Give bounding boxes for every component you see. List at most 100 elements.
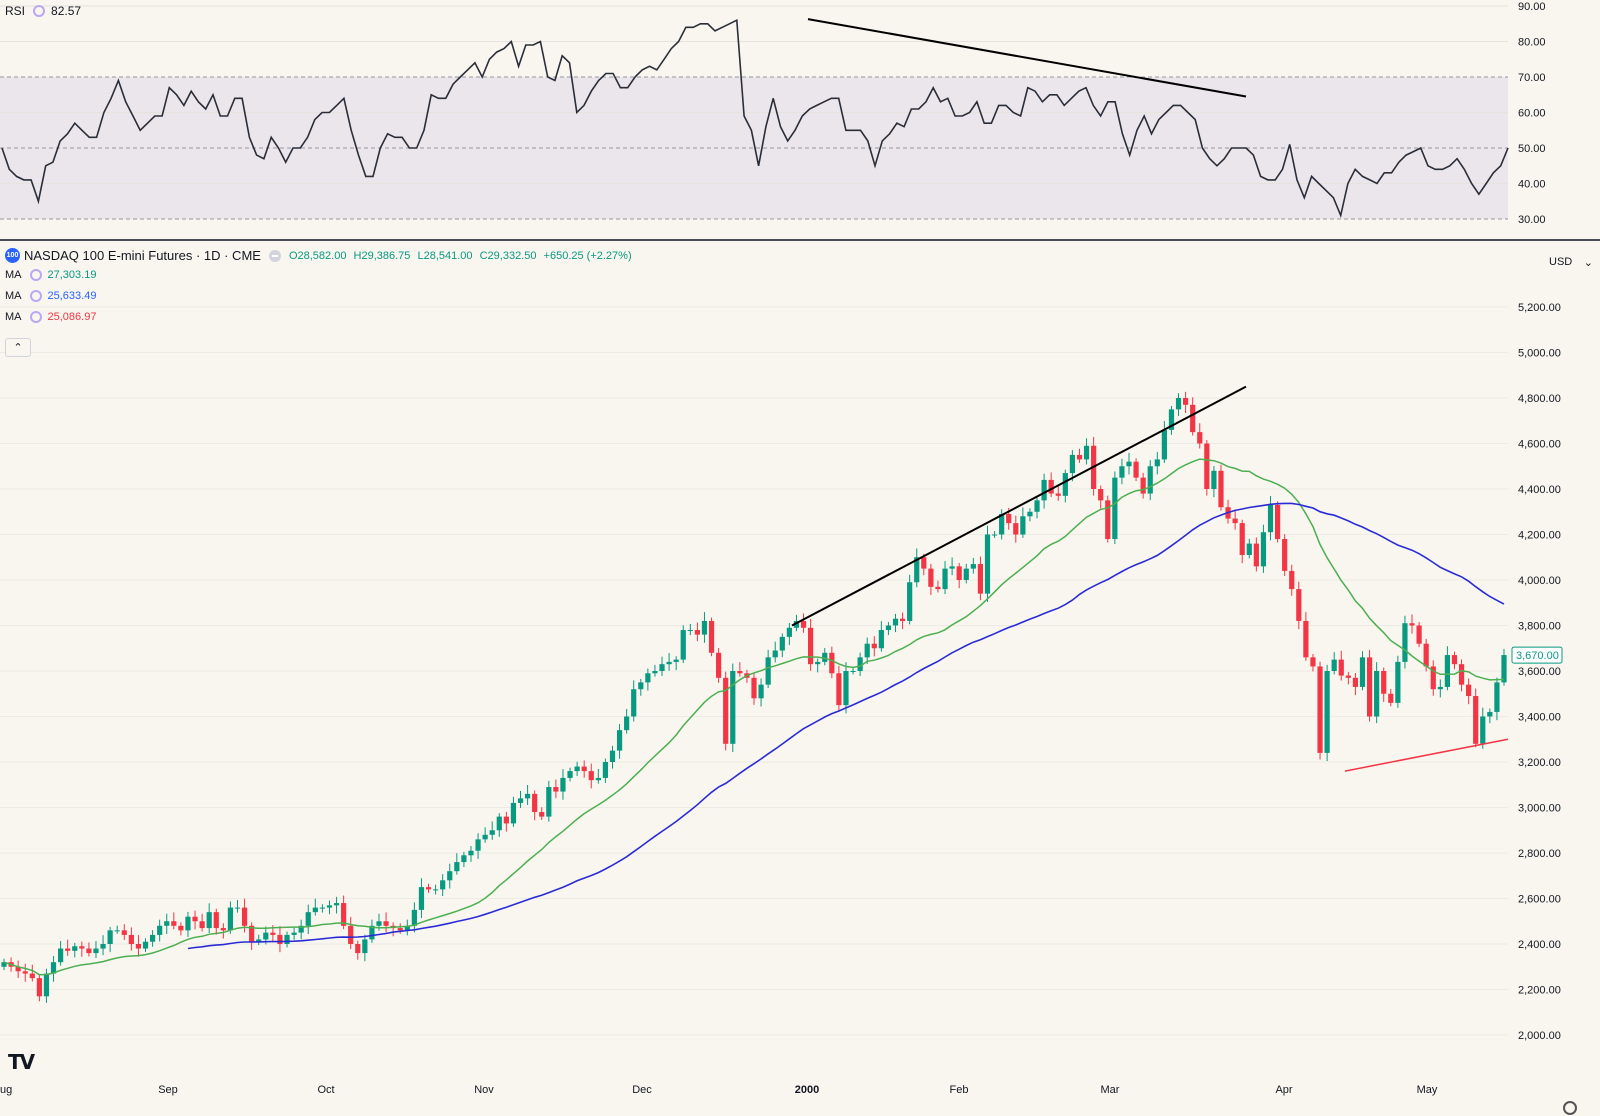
candle-body xyxy=(1388,693,1394,703)
candle-body xyxy=(312,907,318,913)
chevron-down-icon: ⌄ xyxy=(1583,256,1593,269)
candle-body xyxy=(892,618,899,626)
ohlc-open: O28,582.00 xyxy=(288,249,347,262)
candle-body xyxy=(36,978,42,997)
candle-body xyxy=(475,839,481,851)
candle-body xyxy=(1218,470,1224,508)
candle-body xyxy=(1501,655,1507,683)
candle-body xyxy=(355,944,361,954)
candle-body xyxy=(956,566,962,580)
candle-body xyxy=(1282,539,1288,571)
candle-body xyxy=(1098,489,1104,501)
candle-body xyxy=(171,921,177,926)
candle-body xyxy=(1204,443,1210,489)
candle-body xyxy=(100,944,106,949)
settings-gear-icon[interactable] xyxy=(1563,1101,1577,1115)
candle-body xyxy=(227,907,234,931)
candle-body xyxy=(199,921,205,929)
candle-body xyxy=(1154,459,1160,467)
x-tick-label: Apr xyxy=(1275,1084,1292,1096)
candle-body xyxy=(1473,696,1479,744)
candle-body xyxy=(1211,470,1217,489)
candle-body xyxy=(871,643,877,649)
candle-body xyxy=(1324,671,1330,753)
candle-body xyxy=(878,630,884,649)
candle-body xyxy=(362,939,368,954)
candle-body xyxy=(765,657,771,685)
candle-body xyxy=(588,771,594,781)
ma-green-line xyxy=(3,458,1505,976)
candle-body xyxy=(1246,543,1252,555)
price-tick-label: 2,200.00 xyxy=(1518,985,1561,997)
last-price-label: 3,670.00 xyxy=(1516,650,1559,662)
ohlc-change: +650.25 (+2.27%) xyxy=(543,249,632,262)
candle-body xyxy=(433,889,439,891)
tradingview-logo-icon: TV xyxy=(8,1050,35,1074)
candle-body xyxy=(1317,666,1323,753)
candle-body xyxy=(1267,504,1274,533)
price-tick-label: 2,800.00 xyxy=(1518,848,1561,860)
currency-selector[interactable]: USD ⌄ xyxy=(1545,251,1597,273)
candle-body xyxy=(1175,398,1182,410)
ma-legend-2: MA 25,633.49 xyxy=(5,290,96,302)
candle-body xyxy=(666,661,672,665)
candle-body xyxy=(305,912,311,926)
candle-body xyxy=(1133,461,1139,478)
candle-body xyxy=(907,582,913,621)
ma-value: 25,086.97 xyxy=(47,311,97,323)
candle-body xyxy=(234,907,241,909)
candle-body xyxy=(270,932,276,935)
candle-body xyxy=(157,925,163,935)
candle-body xyxy=(574,766,580,772)
candle-body xyxy=(758,684,764,699)
candle-body xyxy=(1274,504,1281,540)
candle-body xyxy=(418,887,425,910)
candle-body xyxy=(999,514,1005,535)
candle-body xyxy=(793,620,800,628)
candle-body xyxy=(1374,671,1380,717)
candle-body xyxy=(631,689,637,717)
candle-body xyxy=(93,948,99,954)
symbol-title[interactable]: NASDAQ 100 E-mini Futures · 1D · CME xyxy=(24,248,261,263)
collapse-legend-button[interactable]: ⌃ xyxy=(5,338,31,357)
candle-body xyxy=(524,793,531,799)
candle-body xyxy=(970,564,976,569)
price-tick-label: 3,400.00 xyxy=(1518,712,1561,724)
candle-body xyxy=(1253,543,1259,567)
candle-body xyxy=(1402,623,1408,662)
candle-body xyxy=(1416,625,1422,644)
candle-body xyxy=(454,862,460,872)
candle-body xyxy=(1183,398,1189,405)
candle-body xyxy=(1451,655,1458,665)
candle-body xyxy=(779,636,785,651)
candle-body xyxy=(659,664,665,671)
candle-body xyxy=(298,925,304,933)
rsi-line xyxy=(1,18,1509,219)
candle-body xyxy=(1112,477,1118,540)
candle-body xyxy=(977,564,984,594)
candle-body xyxy=(1296,589,1302,621)
candle-body xyxy=(539,812,545,817)
candle-body xyxy=(560,777,566,792)
ma-label: MA xyxy=(5,269,22,281)
refresh-icon[interactable] xyxy=(29,311,42,323)
candle-body xyxy=(383,921,389,926)
candle-body xyxy=(942,568,948,590)
ma-legend-3: MA 25,086.97 xyxy=(5,311,96,323)
candle-body xyxy=(1013,523,1019,535)
candle-body xyxy=(1289,570,1295,590)
candle-body xyxy=(86,948,92,954)
refresh-icon[interactable] xyxy=(29,269,42,281)
candle-body xyxy=(135,944,142,949)
candle-body xyxy=(482,834,488,840)
candle-body xyxy=(50,962,57,974)
refresh-icon[interactable] xyxy=(29,290,42,302)
x-tick-label: Mar xyxy=(1101,1084,1120,1096)
candle-body xyxy=(510,802,517,824)
candle-body xyxy=(687,630,693,632)
refresh-icon[interactable] xyxy=(33,5,46,17)
candle-body xyxy=(609,750,616,762)
candle-body xyxy=(1232,518,1238,524)
candle-body xyxy=(680,630,686,660)
